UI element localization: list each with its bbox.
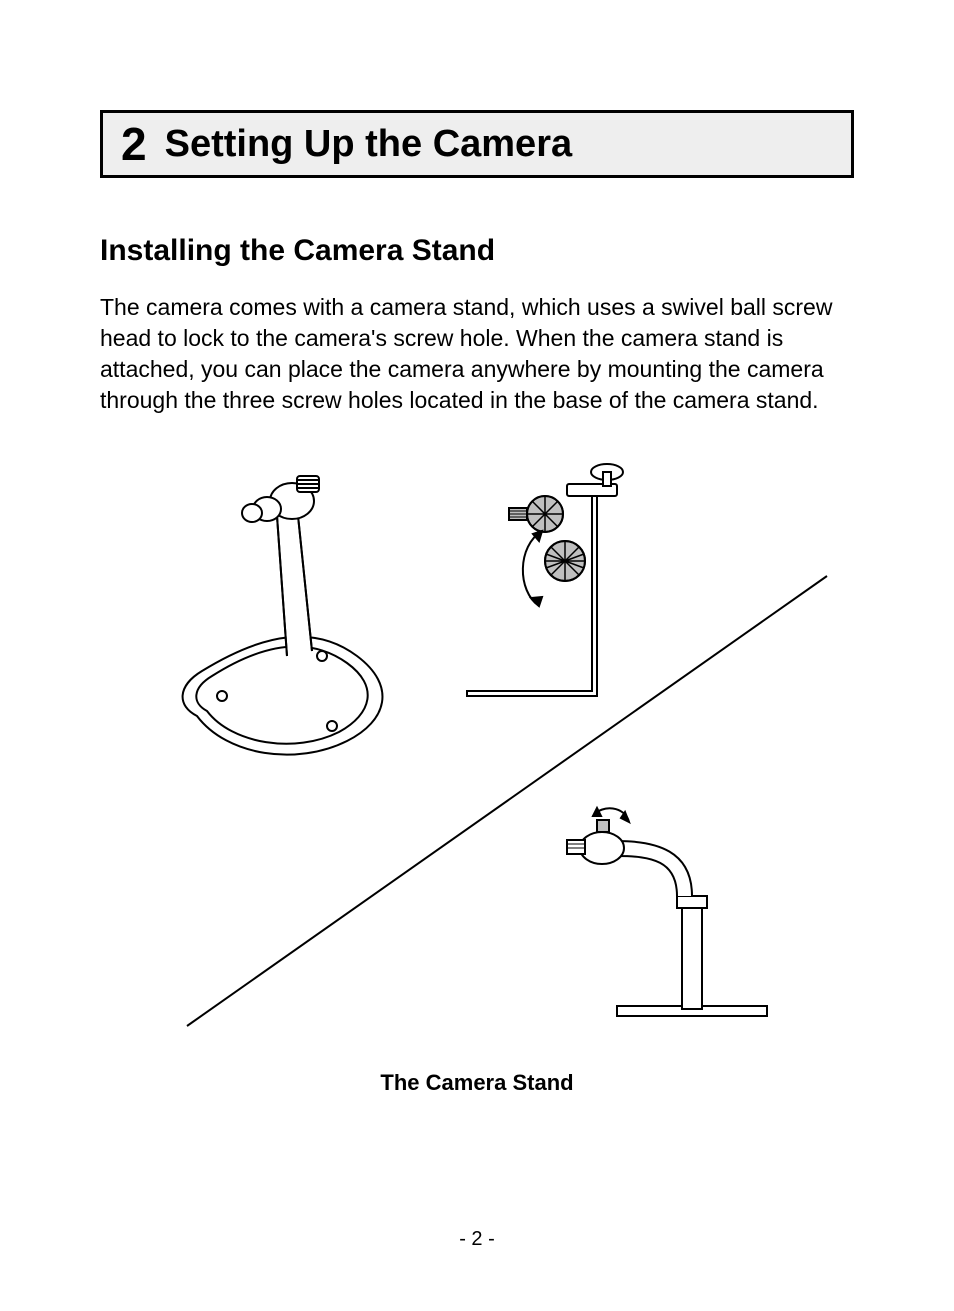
- figure-caption: The Camera Stand: [100, 1070, 854, 1096]
- camera-stand-figure: [107, 446, 847, 1066]
- section-body: The camera comes with a camera stand, wh…: [100, 292, 854, 416]
- section-title: Installing the Camera Stand: [100, 234, 854, 268]
- chapter-heading-box: 2 Setting Up the Camera: [100, 110, 854, 178]
- camera-stand-illustration: [107, 446, 847, 1066]
- page-number: - 2 -: [0, 1228, 954, 1251]
- chapter-number: 2: [121, 121, 147, 167]
- manual-page: 2 Setting Up the Camera Installing the C…: [0, 0, 954, 1311]
- chapter-title: Setting Up the Camera: [165, 123, 573, 166]
